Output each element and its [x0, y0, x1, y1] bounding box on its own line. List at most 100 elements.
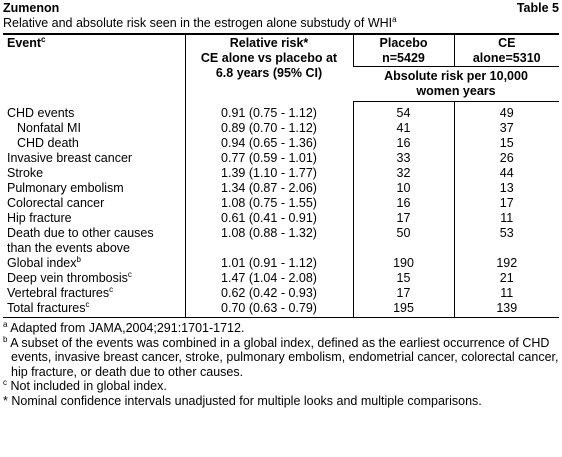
event-line: Invasive breast cancer [7, 151, 133, 165]
table-row: CHD events 0.91 (0.75 - 1.12) 54 49 [3, 101, 559, 122]
footnote-marker: * [3, 393, 8, 408]
placebo-risk: 41 [352, 121, 454, 136]
footnote-marker: a [3, 320, 8, 329]
ce-risk: 44 [453, 166, 559, 181]
ce-risk: 192 [453, 256, 559, 271]
ce-risk: 49 [453, 101, 559, 121]
table-row: Total fracturesc 0.70 (0.63 - 0.79) 195 139 [3, 301, 559, 318]
column-header: Placebo n=5429 [352, 33, 454, 67]
table-body: CHD events 0.91 (0.75 - 1.12) 54 49 Nonfatal… [3, 101, 559, 318]
relative-risk: 0.94 (0.65 - 1.36) [184, 136, 353, 151]
event-cell: CHD events [3, 102, 185, 122]
relative-risk: 1.08 (0.88 - 1.32) [184, 226, 353, 256]
ce-risk: 11 [453, 211, 559, 226]
header-line: Event [7, 36, 42, 50]
placebo-risk: 54 [352, 101, 454, 121]
event-cell: Nonfatal MI [3, 121, 185, 136]
relative-risk: 0.62 (0.42 - 0.93) [184, 286, 353, 301]
ce-risk: 21 [453, 271, 559, 286]
footnote-ref: c [109, 285, 114, 294]
placebo-risk: 10 [352, 181, 454, 196]
ce-risk: 17 [453, 196, 559, 211]
header-line: CE [498, 36, 516, 50]
placebo-risk: 16 [352, 196, 454, 211]
placebo-risk: 17 [352, 211, 454, 226]
header-line: 6.8 years (95% CI) [215, 66, 323, 80]
table-row: Death due to other causes than the events… [3, 226, 559, 256]
footnote-text: Not included in global index. [10, 379, 167, 393]
event-cell: Pulmonary embolism [3, 181, 185, 196]
relative-risk: 0.77 (0.59 - 1.01) [184, 151, 353, 166]
footnote-ref: a [392, 15, 397, 24]
event-cell: Vertebral fracturesc [3, 286, 185, 301]
event-line: Vertebral fractures [7, 286, 110, 300]
ce-risk: 139 [453, 301, 559, 318]
header-line: Placebo [379, 36, 428, 50]
event-line: Hip fracture [7, 211, 72, 225]
event-line: Colorectal cancer [7, 196, 105, 210]
relative-risk: 0.91 (0.75 - 1.12) [184, 101, 353, 121]
footnote: c Not included in global index. [3, 379, 559, 394]
header-row: Eventc Relative risk* CE alone vs placebo … [3, 33, 559, 102]
event-line: Pulmonary embolism [7, 181, 124, 195]
placebo-risk: 15 [352, 271, 454, 286]
event-cell: Death due to other causes than the events… [3, 226, 185, 256]
placebo-risk: 190 [352, 256, 454, 271]
header-line: CE alone vs placebo at [200, 51, 338, 65]
placebo-risk: 16 [352, 136, 454, 151]
event-cell: Invasive breast cancer [3, 151, 185, 166]
table-head: Eventc Relative risk* CE alone vs placebo … [3, 33, 559, 102]
placebo-risk: 50 [352, 226, 454, 256]
subheader: Absolute risk per 10,000 women years [353, 66, 559, 102]
event-line: Total fractures [7, 301, 86, 315]
table-row: Colorectal cancer 1.08 (0.75 - 1.55) 16 17 [3, 196, 559, 211]
ce-risk: 37 [453, 121, 559, 136]
event-line: CHD events [7, 105, 75, 120]
placebo-risk: 17 [352, 286, 454, 301]
caption-text: Relative and absolute risk seen in the e… [3, 16, 393, 30]
header-line: Relative risk* [229, 36, 309, 50]
event-line: Stroke [7, 166, 44, 180]
footnote: * Nominal confidence intervals unadjuste… [3, 394, 559, 409]
header-line: n=5429 [382, 51, 425, 65]
table-row: Invasive breast cancer 0.77 (0.59 - 1.01)… [3, 151, 559, 166]
subheader-row: Absolute risk per 10,000 women years [3, 66, 559, 102]
footnote-text: Adapted from JAMA,2004;291:1701-1712. [10, 321, 245, 335]
relative-risk: 1.08 (0.75 - 1.55) [184, 196, 353, 211]
table-row: Deep vein thrombosisc 1.47 (1.04 - 2.08) 1… [3, 271, 559, 286]
event-line: CHD death [17, 136, 79, 150]
table-row: Hip fracture 0.61 (0.41 - 0.91) 17 11 [3, 211, 559, 226]
event-line: Deep vein thrombosis [7, 271, 128, 285]
risk-table: Eventc Relative risk* CE alone vs placebo … [3, 33, 559, 318]
column-header: Eventc [3, 33, 185, 102]
event-cell: Total fracturesc [3, 301, 185, 318]
table-row: Vertebral fracturesc 0.62 (0.42 - 0.93) 17… [3, 286, 559, 301]
ce-risk: 11 [453, 286, 559, 301]
column-header: Relative risk* CE alone vs placebo at 6.8 … [184, 33, 353, 102]
event-cell: Hip fracture [3, 211, 185, 226]
event-line: Global index [7, 256, 77, 270]
relative-risk: 1.39 (1.10 - 1.77) [184, 166, 353, 181]
caption: Relative and absolute risk seen in the e… [3, 16, 559, 31]
drug-name: Zumenon [3, 1, 60, 15]
footnote-ref: b [76, 255, 81, 264]
subheader-line: Absolute risk per 10,000 [384, 69, 528, 83]
table-label: Table 5 [516, 1, 559, 15]
relative-risk: 0.70 (0.63 - 0.79) [184, 301, 353, 318]
ce-risk: 26 [453, 151, 559, 166]
event-cell: Global indexb [3, 256, 185, 271]
table-row: Pulmonary embolism 1.34 (0.87 - 2.06) 10 13 [3, 181, 559, 196]
relative-risk: 1.47 (1.04 - 2.08) [184, 271, 353, 286]
event-cell: Colorectal cancer [3, 196, 185, 211]
header-line: alone=5310 [472, 51, 541, 65]
ce-risk: 53 [453, 226, 559, 256]
footnote-text: Nominal confidence intervals unadjusted … [11, 393, 482, 408]
table-row: Global indexb 1.01 (0.91 - 1.12) 190 192 [3, 256, 559, 271]
event-cell: Deep vein thrombosisc [3, 271, 185, 286]
footnote-ref: c [85, 300, 90, 309]
page: Zumenon Table 5 Relative and absolute ri… [3, 1, 559, 408]
header: Zumenon Table 5 [3, 1, 559, 16]
event-cell: CHD death [3, 136, 185, 151]
ce-risk: 15 [453, 136, 559, 151]
relative-risk: 0.89 (0.70 - 1.12) [184, 121, 353, 136]
